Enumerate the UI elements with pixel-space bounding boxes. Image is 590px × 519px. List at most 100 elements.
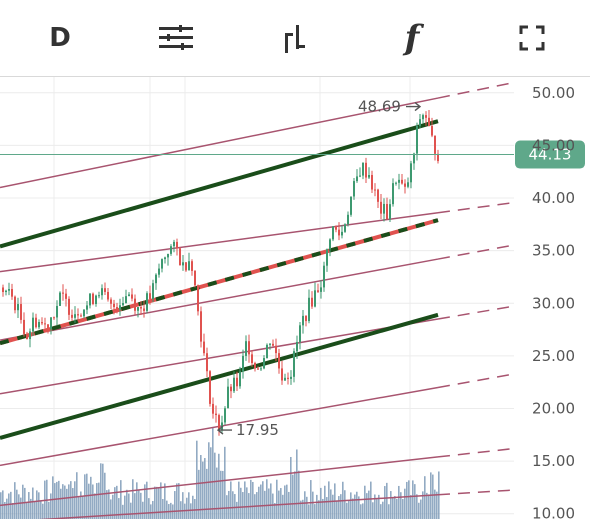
volume-bar <box>436 491 438 519</box>
volume-bar <box>234 494 236 519</box>
volume-bar <box>236 501 238 519</box>
channel-line-extension <box>437 447 516 458</box>
volume-bar <box>52 476 54 519</box>
volume-bar <box>218 453 220 519</box>
volume-bar <box>128 493 130 519</box>
fullscreen-icon <box>519 25 545 51</box>
candle-body <box>419 119 421 126</box>
candle-body <box>56 305 58 318</box>
volume-bar <box>434 489 436 519</box>
volume-bar <box>124 495 126 519</box>
volume-bar <box>34 500 36 519</box>
low-value-label: 17.95 <box>236 421 279 439</box>
volume-bar <box>28 492 30 519</box>
volume-bar <box>108 489 110 519</box>
candle-body <box>332 226 334 240</box>
interval-button[interactable]: D <box>49 23 71 53</box>
channel-line <box>0 318 439 395</box>
indicators-button[interactable] <box>146 14 206 62</box>
volume-bar <box>288 491 290 519</box>
volume-bar <box>54 483 56 519</box>
volume-bar <box>102 463 104 519</box>
candle-body <box>326 249 328 266</box>
candle-body <box>59 292 61 306</box>
volume-bar <box>178 483 180 519</box>
candle-body <box>257 368 259 370</box>
volume-bar <box>382 501 384 519</box>
volume-bar <box>20 497 22 519</box>
volume-bar <box>276 479 278 519</box>
volume-bar <box>344 490 346 519</box>
candle-body <box>206 353 208 372</box>
candle-body <box>68 298 70 315</box>
volume-bar <box>424 476 426 519</box>
candle-body <box>320 287 322 292</box>
volume-bar <box>340 494 342 519</box>
candle-body <box>404 183 406 187</box>
volume-bar <box>140 492 142 519</box>
volume-bar <box>394 496 396 519</box>
candle-body <box>2 287 4 293</box>
candle-body <box>143 308 145 311</box>
candle-body <box>272 343 274 346</box>
candle-body <box>173 241 175 247</box>
candle-body <box>260 368 262 370</box>
volume-bar <box>320 487 322 519</box>
candlesticks <box>2 109 439 436</box>
volume-bar <box>6 498 8 519</box>
volume-bar <box>200 455 202 519</box>
volume-bar <box>360 504 362 519</box>
volume-bar <box>98 482 100 519</box>
volume-bar <box>160 482 162 519</box>
volume-bar <box>90 476 92 519</box>
candle-body <box>299 325 301 342</box>
candle-body <box>416 125 418 154</box>
volume-bar <box>284 485 286 519</box>
candle-body <box>263 358 265 369</box>
volume-bar <box>318 500 320 519</box>
chart-grid <box>0 77 514 519</box>
volume-bar <box>156 486 158 519</box>
candle-body <box>26 333 28 340</box>
volume-bar <box>30 498 32 519</box>
candle-body <box>167 253 169 258</box>
lower-trend-line <box>0 312 439 440</box>
volume-bar <box>62 484 64 519</box>
volume-bar <box>354 494 356 519</box>
candle-body <box>8 289 10 291</box>
volume-bar <box>392 497 394 519</box>
y-tick-label: 10.00 <box>532 505 575 519</box>
volume-bar <box>322 498 324 519</box>
candle-body <box>80 315 82 317</box>
candle-body <box>374 189 376 191</box>
volume-bar <box>74 481 76 519</box>
candle-body <box>251 354 253 364</box>
candle-body <box>35 317 37 328</box>
fullscreen-button[interactable] <box>502 14 562 62</box>
volume-bar <box>232 491 234 519</box>
candle-body <box>398 179 400 183</box>
volume-bar <box>100 463 102 519</box>
volume-bar <box>136 482 138 519</box>
volume-bar <box>82 495 84 519</box>
candle-body <box>434 135 436 154</box>
candle-body <box>122 303 124 306</box>
volume-bar <box>246 487 248 519</box>
volume-bar <box>428 494 430 519</box>
volume-bar <box>252 481 254 519</box>
volume-bar <box>48 501 50 519</box>
price-chart[interactable]: 44.13 50.00 45.00 40.00 35.00 30.00 25.00 20.0… <box>0 77 590 519</box>
volume-bar <box>328 481 330 519</box>
volume-bar <box>292 474 294 519</box>
candle-body <box>125 296 127 304</box>
formula-button[interactable]: f <box>404 18 420 58</box>
candle-body <box>380 201 382 214</box>
candle-body <box>23 319 25 334</box>
volume-bar <box>94 493 96 519</box>
candle-body <box>98 295 100 297</box>
y-tick-label: 25.00 <box>532 347 575 365</box>
volume-bar <box>70 481 72 519</box>
chart-type-button[interactable] <box>265 14 325 62</box>
volume-bar <box>204 458 206 519</box>
volume-bar <box>398 485 400 519</box>
